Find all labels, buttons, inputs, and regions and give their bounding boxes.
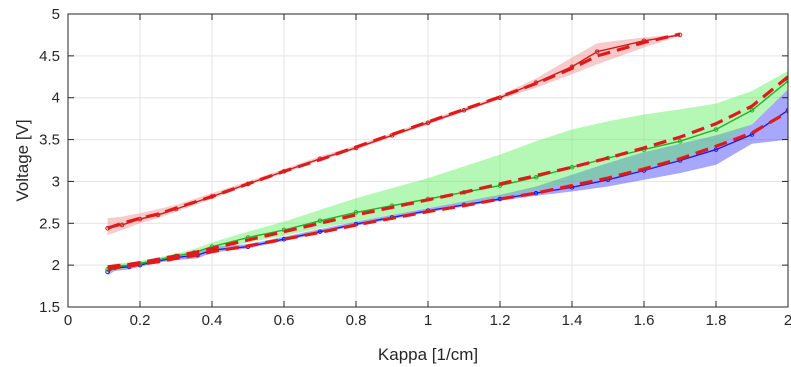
series-2-point-11	[425, 120, 431, 126]
series-1-point-10	[317, 218, 323, 224]
series-1-point-22	[749, 107, 755, 113]
x-tick-label-10: 2	[784, 312, 791, 329]
series-1-point-17	[569, 164, 575, 170]
series-2-point-12	[461, 107, 467, 113]
y-tick-label-1: 2	[52, 257, 60, 274]
series-0-point-23	[785, 107, 788, 113]
confidence-band-1	[107, 70, 788, 273]
x-tick-label-5: 1	[424, 312, 432, 329]
y-tick-label-6: 4.5	[39, 48, 60, 65]
series-1-point-20	[677, 138, 683, 144]
x-tick-label-0: 0	[64, 312, 72, 329]
series-0-point-10	[317, 229, 323, 234]
series-1-point-16	[533, 174, 539, 180]
series-1-point-23	[785, 78, 788, 84]
x-tick-label-8: 1.6	[634, 312, 655, 329]
y-tick-label-7: 5	[52, 6, 60, 23]
series-0-point-22	[749, 132, 755, 137]
x-tick-label-1: 0.2	[130, 312, 151, 329]
x-axis-title: Kappa [1/cm]	[378, 345, 478, 364]
y-tick-label-0: 1.5	[39, 299, 60, 316]
y-tick-label-5: 4	[52, 90, 60, 107]
x-tick-label-9: 1.8	[706, 312, 727, 329]
fit-line-0	[107, 110, 788, 271]
fit-line-1	[107, 75, 788, 269]
x-tick-label-6: 1.2	[490, 312, 511, 329]
y-tick-label-3: 3	[52, 173, 60, 190]
series-group	[105, 32, 788, 276]
y-axis-title: Voltage [V]	[13, 119, 32, 201]
x-tick-label-4: 0.8	[346, 312, 367, 329]
x-tick-label-3: 0.6	[274, 312, 295, 329]
x-tick-label-7: 1.4	[562, 312, 583, 329]
y-tick-label-4: 3.5	[39, 132, 60, 149]
series-0-point-16	[533, 190, 539, 196]
series-2-point-16	[594, 49, 600, 54]
y-tick-label-2: 2.5	[39, 215, 60, 232]
series-0-point-0	[105, 269, 110, 275]
series-1-point-21	[713, 127, 719, 132]
fit-line-2	[107, 32, 681, 230]
x-tick-label-2: 0.4	[202, 312, 223, 329]
series-1-point-11	[353, 210, 359, 215]
